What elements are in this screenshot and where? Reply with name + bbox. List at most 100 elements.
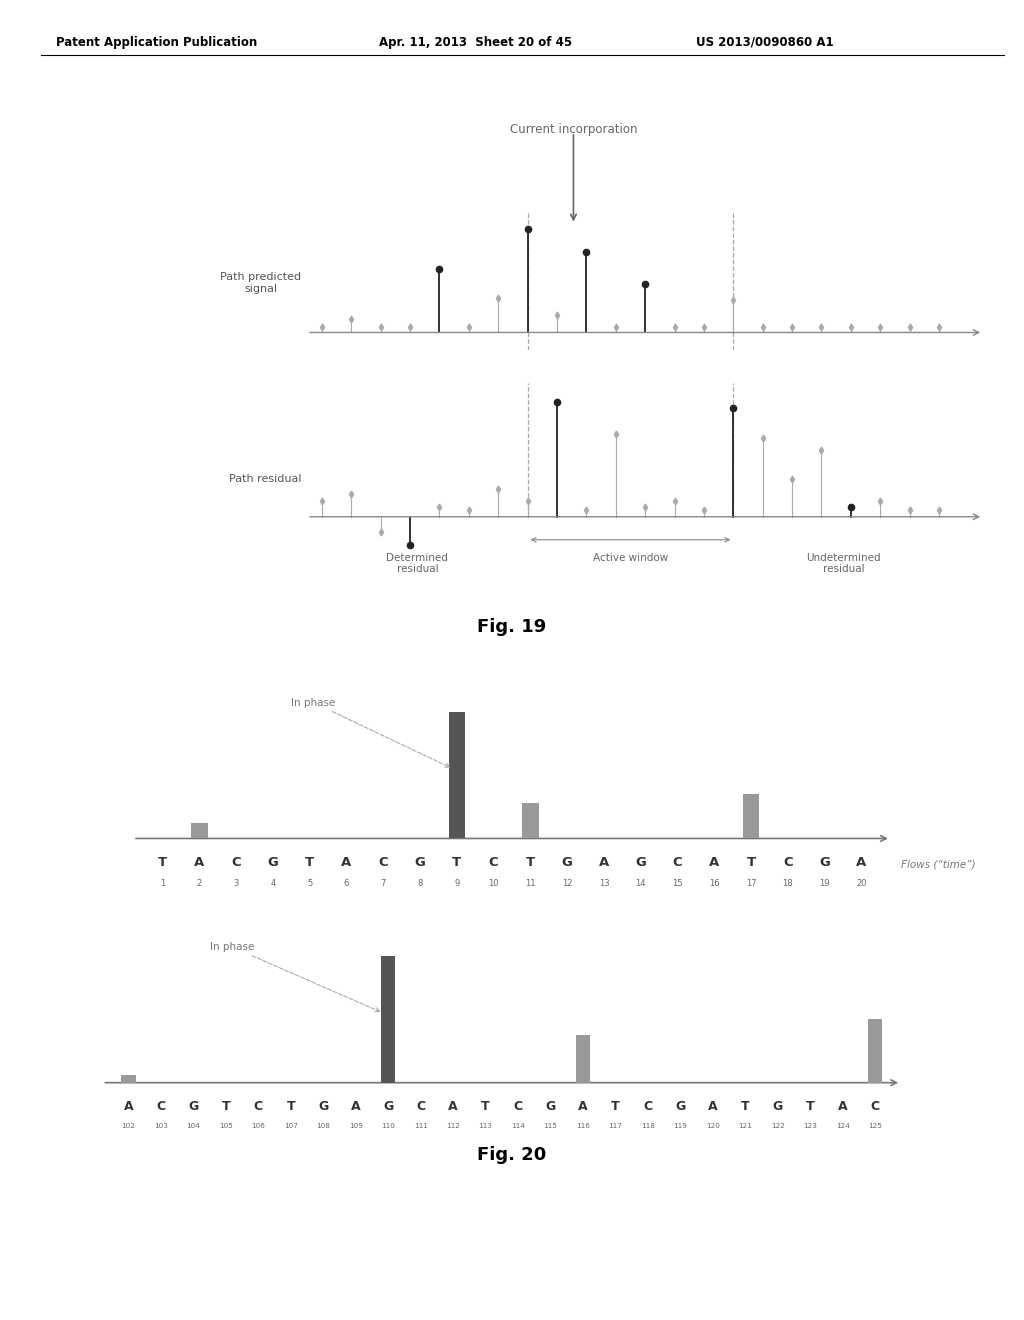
Text: Determined
residual: Determined residual xyxy=(386,553,449,574)
Text: 122: 122 xyxy=(771,1123,784,1129)
Text: 108: 108 xyxy=(316,1123,330,1129)
Text: G: G xyxy=(415,857,426,869)
Text: 109: 109 xyxy=(349,1123,362,1129)
Text: 119: 119 xyxy=(674,1123,687,1129)
Bar xyxy=(191,824,208,838)
Text: 124: 124 xyxy=(836,1123,850,1129)
Text: A: A xyxy=(579,1101,588,1113)
Text: C: C xyxy=(513,1101,522,1113)
Text: G: G xyxy=(562,857,572,869)
Text: Flows (“time”): Flows (“time”) xyxy=(901,859,976,870)
Text: 111: 111 xyxy=(414,1123,428,1129)
Text: 11: 11 xyxy=(525,879,536,888)
Text: 118: 118 xyxy=(641,1123,654,1129)
Text: 3: 3 xyxy=(233,879,239,888)
Text: T: T xyxy=(526,857,535,869)
Text: A: A xyxy=(124,1101,133,1113)
Text: C: C xyxy=(254,1101,263,1113)
Text: A: A xyxy=(599,857,609,869)
Text: 9: 9 xyxy=(455,879,460,888)
Text: T: T xyxy=(806,1101,814,1113)
Text: C: C xyxy=(673,857,682,869)
Text: In phase: In phase xyxy=(210,942,380,1011)
Text: Patent Application Publication: Patent Application Publication xyxy=(56,36,258,49)
Text: C: C xyxy=(488,857,499,869)
Text: G: G xyxy=(383,1101,393,1113)
Bar xyxy=(381,956,395,1082)
Text: Active window: Active window xyxy=(593,553,668,562)
Text: 2: 2 xyxy=(197,879,202,888)
Text: A: A xyxy=(195,857,205,869)
Text: Fig. 19: Fig. 19 xyxy=(477,618,547,636)
Text: T: T xyxy=(611,1101,620,1113)
Text: Undetermined
residual: Undetermined residual xyxy=(806,553,881,574)
Text: 4: 4 xyxy=(270,879,275,888)
Text: 107: 107 xyxy=(284,1123,298,1129)
Text: 104: 104 xyxy=(186,1123,201,1129)
Text: G: G xyxy=(819,857,830,869)
Text: 12: 12 xyxy=(562,879,572,888)
Text: 18: 18 xyxy=(782,879,794,888)
Text: 121: 121 xyxy=(738,1123,753,1129)
Text: 10: 10 xyxy=(488,879,499,888)
Text: A: A xyxy=(708,1101,718,1113)
Text: In phase: In phase xyxy=(291,698,450,767)
Text: 8: 8 xyxy=(418,879,423,888)
Text: C: C xyxy=(783,857,793,869)
Text: G: G xyxy=(318,1101,329,1113)
Bar xyxy=(867,1019,883,1082)
Text: T: T xyxy=(741,1101,750,1113)
Bar xyxy=(121,1074,135,1082)
Text: A: A xyxy=(856,857,866,869)
Text: 110: 110 xyxy=(381,1123,395,1129)
Text: 6: 6 xyxy=(344,879,349,888)
Text: 103: 103 xyxy=(154,1123,168,1129)
Text: 13: 13 xyxy=(599,879,609,888)
Text: C: C xyxy=(870,1101,880,1113)
Text: T: T xyxy=(481,1101,489,1113)
Text: C: C xyxy=(231,857,241,869)
Text: T: T xyxy=(305,857,314,869)
Text: G: G xyxy=(675,1101,685,1113)
Text: Path predicted
signal: Path predicted signal xyxy=(220,272,301,293)
Text: 117: 117 xyxy=(608,1123,623,1129)
Text: 106: 106 xyxy=(251,1123,265,1129)
Text: 7: 7 xyxy=(381,879,386,888)
Bar xyxy=(449,711,465,838)
Text: 102: 102 xyxy=(122,1123,135,1129)
Text: 15: 15 xyxy=(673,879,683,888)
Text: 19: 19 xyxy=(819,879,829,888)
Text: G: G xyxy=(546,1101,556,1113)
Text: G: G xyxy=(773,1101,783,1113)
Text: 123: 123 xyxy=(803,1123,817,1129)
Text: 115: 115 xyxy=(544,1123,557,1129)
Text: Current incorporation: Current incorporation xyxy=(510,123,637,136)
Text: 120: 120 xyxy=(706,1123,720,1129)
Text: 20: 20 xyxy=(856,879,866,888)
Text: G: G xyxy=(188,1101,199,1113)
Text: 105: 105 xyxy=(219,1123,232,1129)
Text: 16: 16 xyxy=(709,879,720,888)
Bar xyxy=(575,1035,590,1082)
Text: 114: 114 xyxy=(511,1123,525,1129)
Text: 113: 113 xyxy=(478,1123,493,1129)
Text: T: T xyxy=(746,857,756,869)
Text: A: A xyxy=(838,1101,848,1113)
Text: 1: 1 xyxy=(160,879,165,888)
Text: 14: 14 xyxy=(636,879,646,888)
Text: 5: 5 xyxy=(307,879,312,888)
Text: 125: 125 xyxy=(868,1123,882,1129)
Text: A: A xyxy=(710,857,720,869)
Bar xyxy=(522,803,539,838)
Text: A: A xyxy=(449,1101,458,1113)
Text: 17: 17 xyxy=(745,879,757,888)
Text: A: A xyxy=(351,1101,360,1113)
Text: C: C xyxy=(157,1101,166,1113)
Text: G: G xyxy=(267,857,279,869)
Text: T: T xyxy=(287,1101,295,1113)
Bar xyxy=(742,795,760,838)
Text: C: C xyxy=(416,1101,425,1113)
Text: 112: 112 xyxy=(446,1123,460,1129)
Text: A: A xyxy=(341,857,351,869)
Text: T: T xyxy=(221,1101,230,1113)
